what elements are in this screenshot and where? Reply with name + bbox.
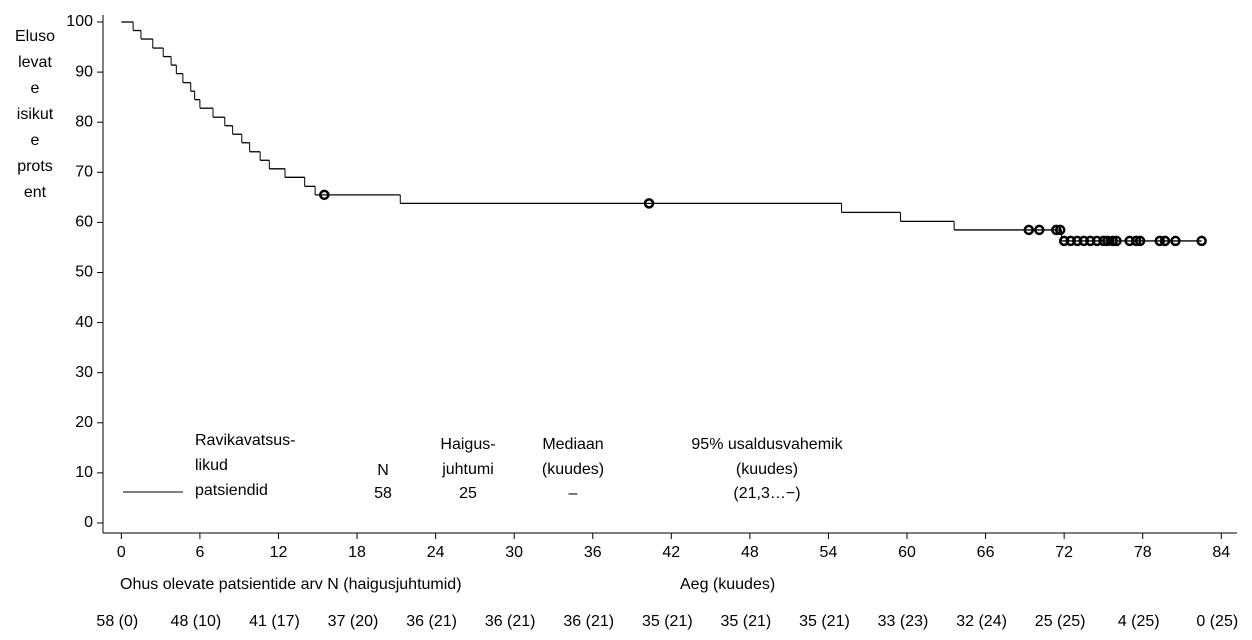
- x-tick-label: 66: [977, 544, 995, 561]
- censor-mark: [1054, 224, 1066, 236]
- censor-mark: [1154, 235, 1165, 247]
- legend-value: –: [569, 485, 578, 502]
- censor-mark: [1065, 235, 1076, 247]
- y-axis-label: e: [31, 80, 40, 97]
- x-tick-label: 18: [348, 544, 366, 561]
- y-tick-label: 60: [75, 214, 93, 231]
- risk-table-value: 25 (25): [1035, 613, 1086, 630]
- censor-mark: [1134, 235, 1146, 247]
- y-axis-label: levat: [18, 54, 52, 71]
- x-tick-label: 30: [505, 544, 523, 561]
- y-axis-label: isikut: [17, 106, 54, 123]
- legend-value: 25: [459, 485, 477, 502]
- legend-header: 95% usaldusvahemik: [691, 436, 843, 453]
- legend-label: likud: [195, 457, 228, 474]
- legend-label: Ravikavatsus-: [195, 432, 295, 449]
- censor-mark: [1034, 224, 1045, 236]
- y-tick-label: 70: [75, 164, 93, 181]
- risk-table-value: 37 (20): [328, 613, 379, 630]
- legend-value: 58: [374, 485, 392, 502]
- risk-table-value: 36 (21): [485, 613, 536, 630]
- x-tick-label: 78: [1134, 544, 1152, 561]
- x-tick-label: 84: [1212, 544, 1230, 561]
- x-tick-label: 24: [427, 544, 445, 561]
- censor-mark: [1023, 224, 1035, 236]
- risk-table-title: Ohus olevate patsientide arv N (haigusju…: [120, 576, 462, 593]
- censor-mark: [1111, 235, 1122, 247]
- risk-table-value: 41 (17): [249, 613, 300, 630]
- y-tick-label: 10: [75, 464, 93, 481]
- censor-mark: [1091, 235, 1103, 247]
- y-tick-label: 0: [84, 514, 93, 531]
- x-tick-label: 48: [741, 544, 759, 561]
- x-tick-label: 60: [898, 544, 916, 561]
- risk-table-value: 58 (0): [96, 613, 138, 630]
- censor-mark: [643, 198, 655, 209]
- y-tick-label: 40: [75, 314, 93, 331]
- y-axis-label: ent: [24, 184, 47, 201]
- risk-table-value: 36 (21): [563, 613, 614, 630]
- risk-table-value: 33 (23): [878, 613, 929, 630]
- censor-mark: [1196, 235, 1207, 247]
- censor-mark: [1085, 235, 1096, 247]
- y-axis-label: prots: [17, 158, 53, 175]
- legend-header: N: [377, 462, 389, 479]
- legend-header: (kuudes): [542, 461, 604, 478]
- risk-table-value: 4 (25): [1118, 613, 1160, 630]
- y-tick-label: 20: [75, 414, 93, 431]
- risk-table-value: 0 (25): [1196, 613, 1238, 630]
- legend-header: Mediaan: [542, 436, 603, 453]
- x-tick-label: 54: [820, 544, 838, 561]
- y-tick-label: 80: [75, 113, 93, 130]
- y-axis-label: e: [31, 132, 40, 149]
- legend-label: patsiendid: [195, 482, 268, 499]
- legend-header: (kuudes): [736, 461, 798, 478]
- censor-mark: [1124, 235, 1135, 247]
- risk-table-value: 35 (21): [799, 613, 850, 630]
- risk-table-value: 35 (21): [642, 613, 693, 630]
- x-tick-label: 36: [584, 544, 602, 561]
- censor-mark: [1159, 235, 1171, 247]
- x-axis-label: Aeg (kuudes): [680, 576, 775, 593]
- legend-value: (21,3…−): [733, 485, 800, 502]
- y-tick-label: 100: [66, 13, 93, 30]
- censor-mark: [1130, 235, 1142, 247]
- y-tick-label: 50: [75, 264, 93, 281]
- y-tick-label: 90: [75, 63, 93, 80]
- censor-mark: [1058, 235, 1070, 247]
- censor-mark: [1107, 235, 1118, 247]
- x-tick-label: 12: [270, 544, 288, 561]
- x-tick-label: 72: [1055, 544, 1073, 561]
- risk-table-value: 32 (24): [956, 613, 1007, 630]
- risk-table-value: 36 (21): [406, 613, 457, 630]
- x-tick-label: 0: [117, 544, 126, 561]
- censor-mark: [1071, 235, 1083, 247]
- censor-mark: [1051, 224, 1062, 236]
- censor-mark: [319, 189, 330, 201]
- risk-table-value: 35 (21): [721, 613, 772, 630]
- legend-header: Haigus-: [440, 436, 495, 453]
- censor-mark: [1170, 235, 1181, 247]
- y-tick-label: 30: [75, 364, 93, 381]
- x-tick-label: 6: [195, 544, 204, 561]
- legend-header: juhtumi: [441, 461, 494, 478]
- censor-mark: [1078, 235, 1090, 247]
- x-tick-label: 42: [662, 544, 680, 561]
- risk-table-value: 48 (10): [171, 613, 222, 630]
- y-axis-label: Eluso: [15, 28, 55, 45]
